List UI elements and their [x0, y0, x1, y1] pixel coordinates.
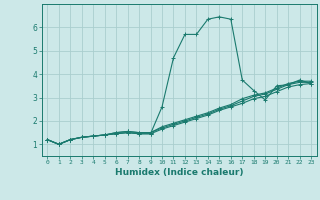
X-axis label: Humidex (Indice chaleur): Humidex (Indice chaleur)	[115, 168, 244, 177]
